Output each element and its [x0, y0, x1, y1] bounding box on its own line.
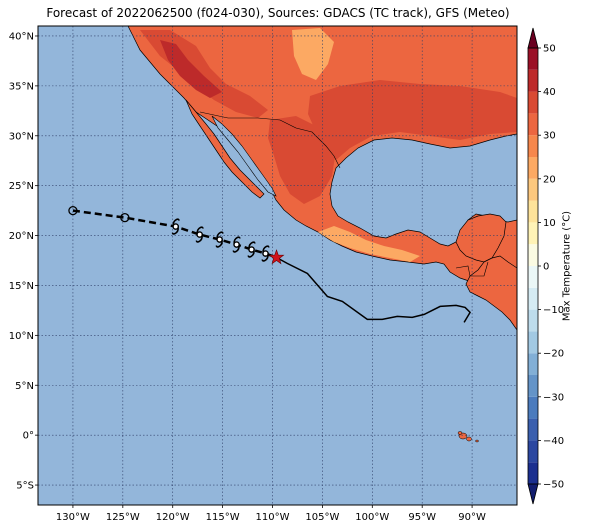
colorbar-tick-label: −40 — [543, 436, 564, 447]
colorbar-segment — [528, 113, 538, 136]
lat-tick-label: 35°N — [9, 81, 34, 92]
lat-tick-label: 15°N — [9, 281, 34, 292]
yucatan-peninsula — [455, 213, 507, 263]
colorbar-segment — [528, 135, 538, 157]
lat-tick-label: 5°N — [15, 381, 34, 392]
colorbar-segment — [528, 418, 538, 441]
map-panel[interactable] — [38, 26, 517, 505]
track-point-marker — [68, 205, 78, 216]
colorbar-tick-label: −50 — [543, 480, 564, 491]
land-temperature-field — [127, 26, 517, 331]
colorbar-segment — [528, 200, 538, 223]
colorbar-tick-label: −10 — [543, 305, 564, 316]
colorbar-extend-low — [527, 483, 539, 505]
lat-tick-label: 5°S — [16, 481, 34, 492]
current-position-star-icon — [268, 249, 285, 265]
map-title: Forecast of 2022062500 (f024-030), Sourc… — [46, 6, 510, 20]
observed-track-line — [276, 256, 472, 323]
lon-tick-label: 100°W — [355, 512, 389, 523]
heat-patch-texas — [308, 80, 517, 160]
colorbar-segment — [528, 396, 538, 419]
colorbar: 50 40 30 20 10 0 −10 −20 −30 −40 −50 — [527, 27, 564, 505]
lat-tick-label: 25°N — [9, 181, 34, 192]
colorbar-label: Max Temperature (°C) — [561, 210, 573, 322]
map-frame — [37, 25, 518, 506]
cyclone-symbol-icon — [232, 236, 241, 253]
lat-tick-label: 10°N — [9, 331, 34, 342]
colorbar-segment — [528, 266, 538, 288]
galapagos-islands — [457, 431, 479, 443]
colorbar-segment — [528, 309, 538, 332]
baja-california — [185, 99, 265, 199]
cyclone-symbol-icon — [247, 241, 256, 258]
cyclone-symbol-icon — [171, 218, 180, 235]
mild-patch-south-mexico — [318, 226, 420, 262]
colorbar-segment — [528, 244, 538, 266]
tc-track — [68, 205, 472, 323]
lat-tick-label: 30°N — [9, 131, 34, 142]
colorbar-tick-label: −30 — [543, 392, 564, 403]
lat-tick-label: 40°N — [9, 31, 34, 42]
colorbar-segment — [528, 157, 538, 179]
lon-tick-label: 115°W — [206, 512, 240, 523]
track-point-marker — [120, 212, 130, 223]
lon-tick-label: 95°W — [408, 512, 436, 523]
border-mexico-guatemala — [455, 261, 489, 277]
colorbar-segment — [528, 440, 538, 463]
lon-tick-label: 110°W — [256, 512, 290, 523]
colorbar-extend-high — [527, 27, 539, 49]
colorbar-segment — [528, 287, 538, 310]
colorbar-segment — [528, 353, 538, 375]
colorbar-segment — [528, 178, 538, 201]
colorbar-tick-label: 0 — [543, 262, 549, 273]
lat-tick-label: 0° — [23, 431, 34, 442]
gridlines — [38, 26, 517, 505]
lat-tick-label: 20°N — [9, 231, 34, 242]
colorbar-segment — [528, 375, 538, 397]
lon-tick-label: 130°W — [56, 512, 90, 523]
colorbar-tick-label: −20 — [543, 349, 564, 360]
lon-tick-label: 90°W — [458, 512, 486, 523]
colorbar-segment — [528, 91, 538, 114]
colorbar-segment — [528, 222, 538, 245]
lon-tick-label: 120°W — [156, 512, 190, 523]
central-america — [465, 255, 517, 331]
colorbar-tick-label: 40 — [543, 87, 556, 98]
cyclone-symbol-icon — [261, 245, 270, 262]
colorbar-tick-label: 10 — [543, 218, 556, 229]
border-us-mexico — [199, 111, 341, 169]
lon-tick-label: 105°W — [305, 512, 339, 523]
cyclone-symbol-icon — [195, 226, 204, 243]
colorbar-segment — [528, 48, 538, 70]
cyclone-symbol-icon — [215, 231, 224, 248]
colorbar-tick-label: 20 — [543, 174, 556, 185]
colorbar-tick-label: 30 — [543, 131, 556, 142]
lon-tick-label: 125°W — [106, 512, 140, 523]
mild-patch-rockies — [292, 28, 334, 80]
colorbar-segment — [528, 331, 538, 354]
heat-patch-mexico-north — [268, 116, 336, 204]
colorbar-segment — [528, 462, 538, 484]
axis-ticks: 130°W 125°W 120°W 115°W 110°W 105°W 100°W 95°W 9… — [9, 31, 486, 523]
heat-patch-extreme — [160, 40, 222, 98]
colorbar-segment — [528, 69, 538, 92]
colorbar-tick-label: 50 — [543, 44, 556, 55]
